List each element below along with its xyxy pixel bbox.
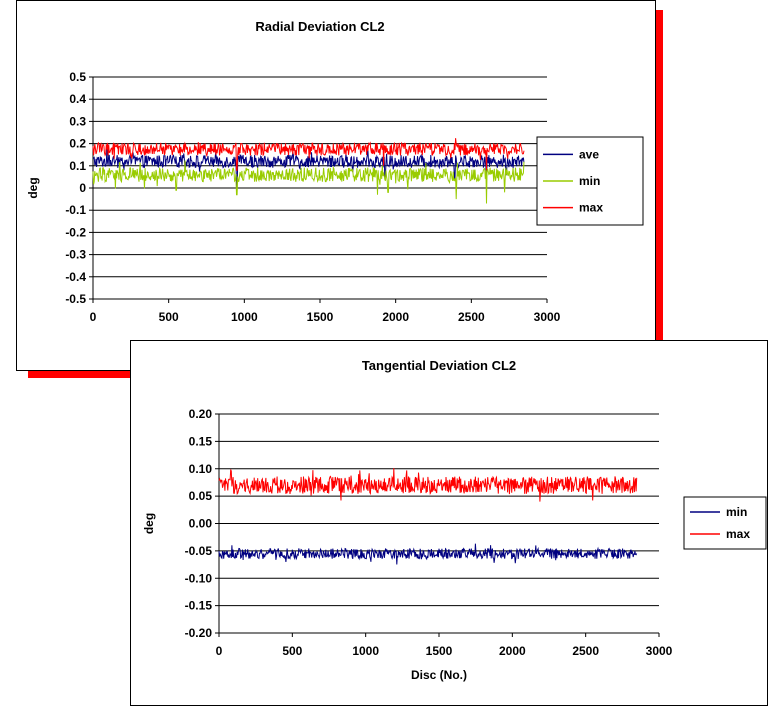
x-tick-label: 500 (282, 644, 302, 658)
x-tick-label: 1000 (352, 644, 379, 658)
x-tick-label: 1000 (231, 310, 258, 324)
y-tick-label: -0.20 (185, 626, 213, 640)
y-tick-label: 0.1 (69, 159, 86, 173)
series-line-ave (92, 147, 525, 189)
x-tick-label: 2500 (458, 310, 485, 324)
y-tick-label: 0.15 (189, 434, 213, 448)
y-tick-label: 0.4 (69, 92, 86, 106)
y-tick-label: 0.10 (189, 462, 213, 476)
y-tick-label: 0 (79, 181, 86, 195)
y-tick-label: -0.5 (65, 292, 86, 306)
y-tick-label: 0.5 (69, 70, 86, 84)
radial-chart-panel: Radial Deviation CL2 0.5 0.4 0.3 0.2 0.1 0 -0.1… (16, 0, 656, 371)
x-tick-label: 500 (159, 310, 179, 324)
x-tick-label: 1500 (426, 644, 453, 658)
x-tick-label: 0 (216, 644, 223, 658)
x-tick-label: 3000 (534, 310, 561, 324)
y-tick-label: -0.05 (185, 544, 213, 558)
x-tick-label: 0 (90, 310, 97, 324)
y-axis-label: deg (26, 177, 40, 198)
x-tick-label: 2500 (572, 644, 599, 658)
x-tick-label: 2000 (499, 644, 526, 658)
y-tick-label: -0.15 (185, 599, 213, 613)
legend-label-min: min (726, 505, 747, 519)
series-line-max (92, 138, 525, 171)
tangential-chart-panel: Tangential Deviation CL2 0.20 0.15 0.10 0.05… (130, 340, 768, 706)
x-tick-label: 3000 (646, 644, 673, 658)
chart-title: Tangential Deviation CL2 (362, 358, 516, 373)
y-tick-label: 0.05 (189, 489, 213, 503)
y-axis-label: deg (142, 513, 156, 534)
legend-label-max: max (726, 527, 750, 541)
series-line-min (218, 543, 638, 565)
series-line-min (92, 160, 525, 204)
y-tick-label: 0.3 (69, 114, 86, 128)
y-tick-label: -0.4 (65, 270, 86, 284)
y-tick-label: 0.2 (69, 137, 86, 151)
y-tick-label: -0.2 (65, 225, 86, 239)
y-tick-label: -0.3 (65, 248, 86, 262)
x-axis-label: Disc (No.) (411, 668, 467, 682)
y-tick-label: 0.00 (189, 517, 213, 531)
y-tick-label: 0.20 (189, 407, 213, 421)
chart-title: Radial Deviation CL2 (255, 19, 384, 34)
legend-label-ave: ave (579, 147, 599, 161)
legend-box (683, 496, 767, 550)
radial-deviation-chart: Radial Deviation CL2 0.5 0.4 0.3 0.2 0.1 0 -0.1… (26, 19, 644, 324)
series-line-max (218, 468, 638, 502)
x-tick-label: 2000 (382, 310, 409, 324)
x-tick-label: 1500 (307, 310, 334, 324)
tangential-deviation-chart: Tangential Deviation CL2 0.20 0.15 0.10 0.05… (142, 358, 767, 682)
y-tick-label: -0.1 (65, 203, 86, 217)
legend-label-max: max (579, 201, 603, 215)
y-tick-label: -0.10 (185, 571, 213, 585)
legend-label-min: min (579, 174, 600, 188)
